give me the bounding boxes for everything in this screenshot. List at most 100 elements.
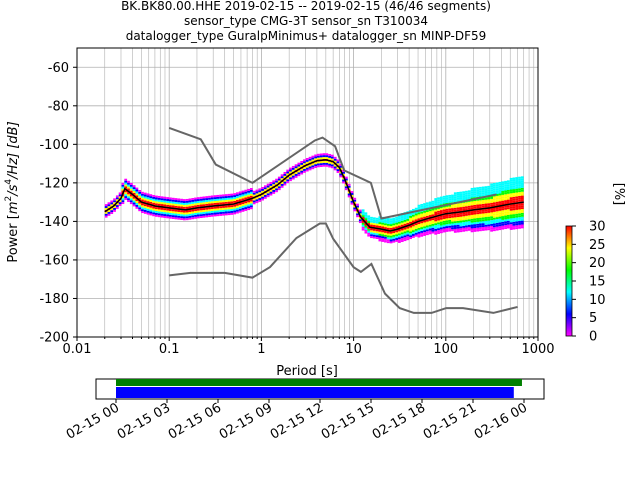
heatmap-cell <box>506 197 510 200</box>
heatmap-cell <box>328 161 331 164</box>
heatmap-cell <box>255 189 259 192</box>
heatmap-cell <box>386 227 390 230</box>
heatmap-cell <box>437 199 440 202</box>
heatmap-cell <box>180 202 183 205</box>
heatmap-cell <box>227 205 231 208</box>
heatmap-cell <box>168 205 172 208</box>
heatmap-cell <box>465 215 468 218</box>
heatmap-cell <box>470 211 474 213</box>
heatmap-cell <box>381 226 385 229</box>
heatmap-cell <box>213 199 217 201</box>
heatmap-cell <box>180 212 183 215</box>
heatmap-cell <box>160 209 164 212</box>
heatmap-cell <box>403 231 407 234</box>
heatmap-cell <box>308 164 312 167</box>
heatmap-cell <box>509 210 513 213</box>
heatmap-cell <box>375 231 379 234</box>
heatmap-cell <box>406 213 410 216</box>
heatmap-cell <box>437 206 440 209</box>
heatmap-cell <box>115 203 119 206</box>
heatmap-cell <box>515 211 519 214</box>
heatmap-cell <box>361 217 365 219</box>
heatmap-cell <box>406 222 410 225</box>
heatmap-cell <box>333 164 337 167</box>
heatmap-cell <box>425 215 429 218</box>
heatmap-cell <box>448 214 452 217</box>
heatmap-cell <box>462 197 466 199</box>
heatmap-cell <box>445 229 449 232</box>
heatmap-cell <box>487 222 491 225</box>
heatmap-cell <box>434 207 438 210</box>
heatmap-cell <box>322 162 326 165</box>
heatmap-cell <box>453 205 457 208</box>
heatmap-cell <box>512 196 516 199</box>
heatmap-cell <box>498 191 502 194</box>
heatmap-cell <box>431 208 435 211</box>
heatmap-cell <box>216 206 220 209</box>
heatmap-cell <box>219 198 223 201</box>
heatmap-cell <box>411 226 415 229</box>
heatmap-cell <box>177 198 181 201</box>
heatmap-cell <box>398 215 401 218</box>
heatmap-cell <box>224 194 228 197</box>
heatmap-cell <box>409 215 412 218</box>
heatmap-cell <box>166 202 169 205</box>
heatmap-cell <box>358 213 362 216</box>
colorbar-gradient <box>565 225 573 337</box>
heatmap-cell <box>297 174 301 177</box>
heatmap-cell <box>325 153 329 156</box>
heatmap-cell <box>465 198 468 201</box>
heatmap-cell <box>166 212 169 215</box>
heatmap-cell <box>297 162 301 165</box>
heatmap-cell <box>163 214 167 216</box>
heatmap-cell <box>152 210 156 213</box>
heatmap-cell <box>501 194 505 197</box>
heatmap-cell <box>356 211 359 214</box>
heatmap-cell <box>509 204 513 207</box>
heatmap-cell <box>233 200 237 203</box>
heatmap-cell <box>174 215 178 218</box>
heatmap-cell <box>132 202 136 205</box>
heatmap-cell <box>157 195 161 198</box>
heatmap-cell <box>378 237 382 240</box>
heatmap-cell <box>501 198 505 201</box>
heatmap-cell <box>202 198 206 201</box>
heatmap-cell <box>423 214 426 217</box>
heatmap-cell <box>121 188 125 191</box>
heatmap-cell <box>171 209 175 212</box>
heatmap-cell <box>481 205 485 208</box>
heatmap-cell <box>166 210 169 213</box>
heatmap-cell <box>451 194 454 197</box>
heatmap-cell <box>520 209 524 212</box>
heatmap-cell <box>495 228 499 231</box>
heatmap-cell <box>501 225 505 228</box>
heatmap-cell <box>492 223 496 226</box>
heatmap-cell <box>481 200 485 202</box>
heatmap-cell <box>244 193 248 196</box>
heatmap-cell <box>115 205 119 207</box>
heatmap-cell <box>434 217 438 220</box>
heatmap-cell <box>465 208 468 211</box>
heatmap-cell <box>442 209 446 212</box>
heatmap-cell <box>392 240 396 243</box>
heatmap-cell <box>439 196 443 199</box>
heatmap-cell <box>395 239 399 242</box>
x-tick-label: 1 <box>257 342 265 357</box>
heatmap-cell <box>152 212 156 215</box>
heatmap-cell <box>518 190 521 193</box>
heatmap-cell <box>479 209 482 212</box>
heatmap-cell <box>127 184 130 187</box>
noise-model-low-line <box>169 222 518 314</box>
heatmap-cell <box>498 214 502 217</box>
heatmap-cell <box>398 239 401 242</box>
heatmap-cell <box>185 202 189 205</box>
heatmap-cell <box>484 205 488 208</box>
heatmap-cell <box>459 205 463 208</box>
figure-title: BK.BK80.00.HHE 2019-02-15 -- 2019-02-15 … <box>121 0 491 43</box>
heatmap-cell <box>180 216 183 219</box>
heatmap-cell <box>484 193 488 196</box>
heatmap-cell <box>289 177 292 180</box>
heatmap-cell <box>339 171 343 174</box>
heatmap-cell <box>205 207 209 210</box>
heatmap-cell <box>384 225 387 228</box>
